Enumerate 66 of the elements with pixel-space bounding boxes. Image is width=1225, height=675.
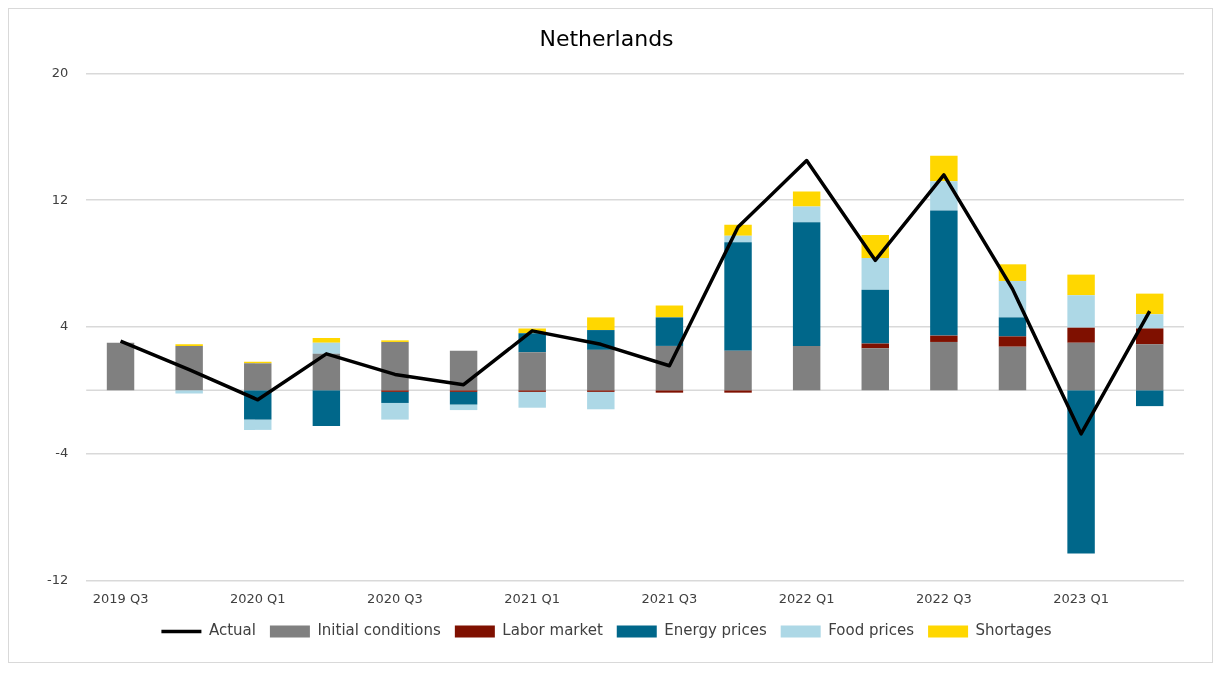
bar: [244, 419, 272, 430]
legend-label: Energy prices: [664, 621, 767, 640]
bar: [518, 352, 546, 391]
bar: [792, 206, 821, 223]
bar: [655, 305, 684, 318]
bar: [998, 336, 1027, 347]
bar: [244, 363, 272, 391]
bar: [1135, 328, 1164, 345]
bar: [175, 345, 203, 391]
bar: [724, 242, 752, 351]
bar: [381, 402, 409, 420]
bar: [1067, 327, 1095, 343]
bar: [998, 317, 1027, 337]
y-tick-label: 4: [59, 318, 69, 334]
bar: [587, 317, 615, 331]
legend-label: Actual: [208, 621, 256, 640]
bar: [312, 337, 341, 343]
x-tick-label: 2020 Q1: [229, 590, 286, 606]
bar: [861, 348, 889, 391]
y-tick-label: -4: [55, 445, 69, 461]
bar: [312, 390, 341, 426]
bar: [724, 390, 752, 393]
bar: [1135, 344, 1164, 391]
bar: [930, 335, 958, 342]
x-tick-label: 2023 Q1: [1053, 590, 1109, 606]
bar: [1067, 342, 1095, 391]
bar: [587, 391, 615, 410]
chart-title: Netherlands: [539, 25, 674, 51]
bar: [175, 390, 203, 394]
bar: [861, 257, 889, 290]
bar: [930, 341, 958, 391]
bar: [449, 391, 478, 405]
bar: [381, 391, 409, 403]
bar: [1067, 390, 1095, 554]
bar: [655, 317, 684, 346]
bar: [381, 341, 409, 391]
bar: [792, 222, 821, 346]
bar: [724, 350, 752, 391]
bar: [518, 391, 546, 408]
bar: [655, 390, 684, 393]
x-tick-label: 2021 Q1: [504, 590, 561, 606]
bar: [106, 342, 135, 391]
y-tick-label: 20: [51, 64, 69, 80]
x-tick-label: 2022 Q3: [916, 590, 972, 606]
bar: [587, 349, 615, 391]
bar: [930, 210, 958, 336]
x-tick-label: 2022 Q1: [778, 590, 835, 606]
y-tick-label: -12: [47, 571, 69, 587]
x-tick-label: 2020 Q3: [367, 590, 423, 606]
legend-label: Labor market: [502, 621, 603, 640]
legend-label: Initial conditions: [317, 621, 442, 640]
bar: [930, 155, 958, 182]
bar: [792, 345, 821, 391]
bar: [792, 191, 821, 207]
y-tick-label: 12: [51, 191, 69, 207]
legend-label: Shortages: [975, 621, 1052, 640]
bar: [1135, 390, 1164, 407]
bar: [312, 342, 341, 354]
bar: [998, 346, 1027, 391]
bar: [1067, 295, 1095, 328]
x-tick-label: 2021 Q3: [641, 590, 698, 606]
legend-label: Food prices: [828, 621, 915, 640]
bar: [1067, 274, 1095, 296]
x-tick-label: 2019 Q3: [92, 590, 149, 606]
bar: [1135, 293, 1164, 315]
bar: [861, 289, 889, 344]
